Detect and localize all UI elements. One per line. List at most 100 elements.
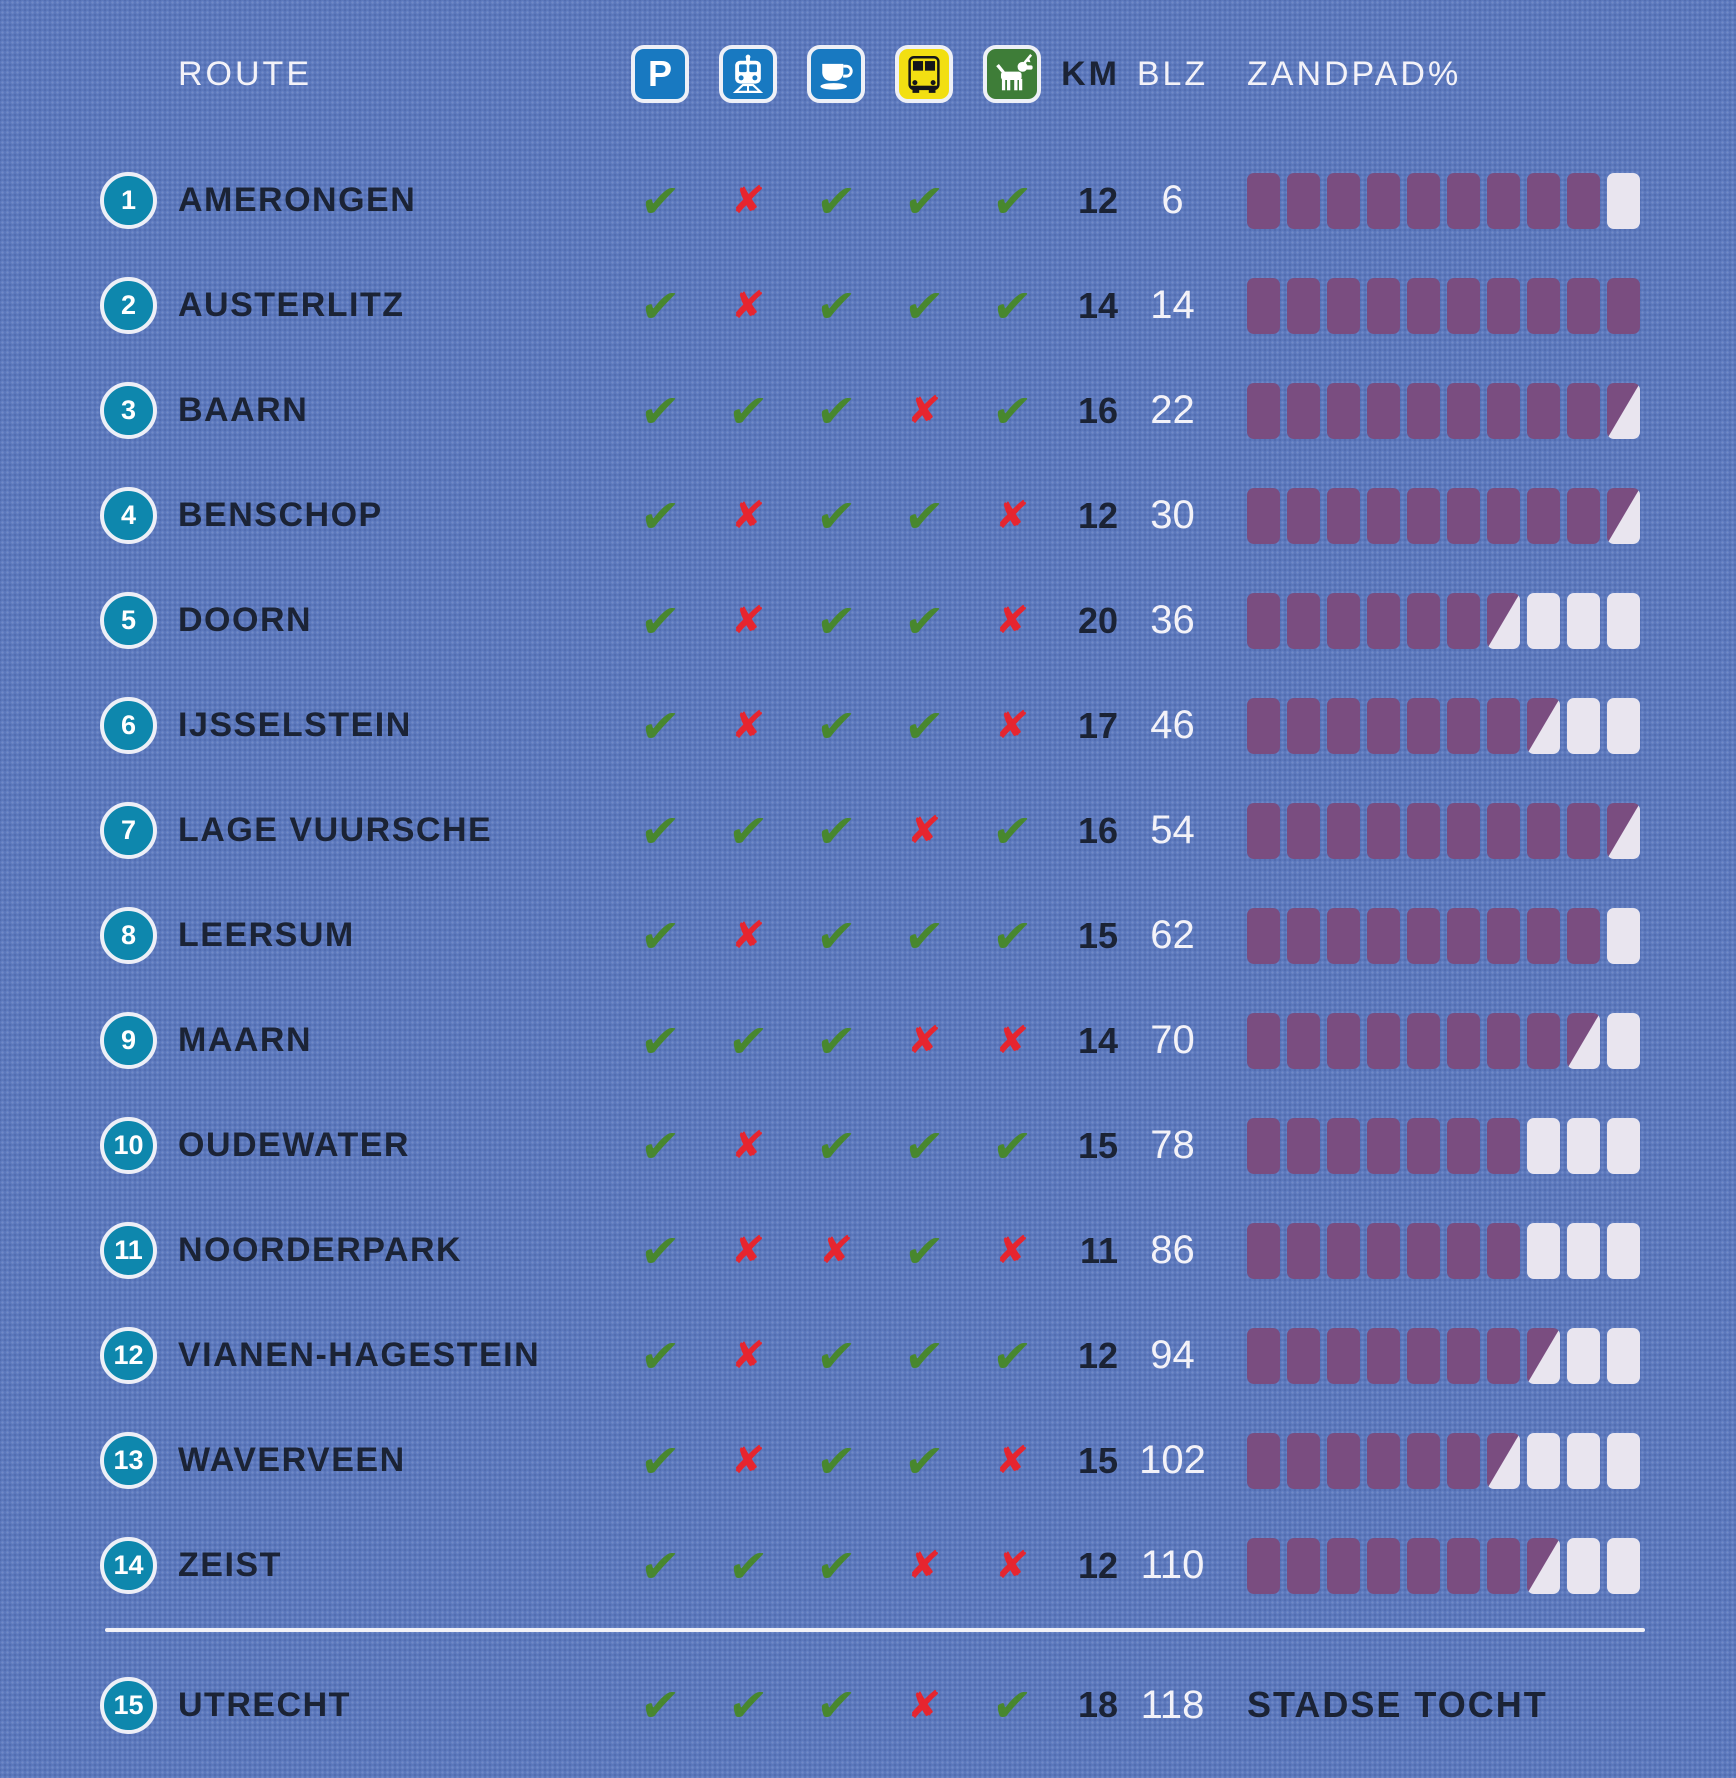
route-row: 3 BAARN ✔ ✔ ✔ ✘ ✔ 16 22 bbox=[100, 358, 1736, 463]
train-cross-icon: ✘ bbox=[729, 600, 767, 642]
route-blz-value: 102 bbox=[1139, 1438, 1206, 1482]
parking-check-icon: ✔ bbox=[637, 1539, 682, 1592]
route-number-badge: 6 bbox=[100, 697, 157, 754]
zandpad-cell bbox=[1215, 172, 1736, 229]
route-row: 8 LEERSUM ✔ ✘ ✔ ✔ ✔ 15 62 bbox=[100, 883, 1736, 988]
route-number-cell: 2 bbox=[100, 277, 157, 334]
zandpad-block-full bbox=[1487, 1327, 1520, 1384]
zandpad-block-empty bbox=[1567, 1432, 1600, 1489]
zandpad-block-empty bbox=[1607, 592, 1640, 649]
zandpad-block-full bbox=[1247, 277, 1280, 334]
zandpad-cell bbox=[1215, 697, 1736, 754]
zandpad-block-full bbox=[1287, 802, 1320, 859]
parking-check-icon: ✔ bbox=[637, 594, 682, 647]
route-number-badge: 10 bbox=[100, 1117, 157, 1174]
route-blz-value: 62 bbox=[1150, 913, 1195, 957]
route-km-value: 12 bbox=[1077, 1544, 1118, 1586]
route-name: MAARN bbox=[178, 1021, 313, 1059]
bus-icon bbox=[895, 45, 953, 103]
route-km-value: 12 bbox=[1077, 494, 1118, 536]
route-number-cell: 4 bbox=[100, 487, 157, 544]
zandpad-cell bbox=[1215, 1432, 1736, 1489]
route-blz-value: 22 bbox=[1150, 388, 1195, 432]
parking-check-icon: ✔ bbox=[637, 174, 682, 227]
dog-check-icon: ✔ bbox=[989, 279, 1034, 332]
route-number-cell: 7 bbox=[100, 802, 157, 859]
bus-cross-icon: ✘ bbox=[905, 390, 943, 432]
zandpad-block-full bbox=[1487, 1537, 1520, 1594]
zandpad-block-half bbox=[1607, 802, 1640, 859]
zandpad-bar bbox=[1247, 382, 1736, 439]
zandpad-cell bbox=[1215, 382, 1736, 439]
zandpad-block-half bbox=[1527, 697, 1560, 754]
route-km-value: 17 bbox=[1077, 704, 1118, 746]
zandpad-block-full bbox=[1247, 592, 1280, 649]
parking-check-icon: ✔ bbox=[637, 1119, 682, 1172]
dog-cross-icon: ✘ bbox=[993, 1020, 1031, 1062]
bus-check-icon: ✔ bbox=[901, 489, 946, 542]
zandpad-bar bbox=[1247, 487, 1736, 544]
route-number-cell: 6 bbox=[100, 697, 157, 754]
route-name: LAGE VUURSCHE bbox=[178, 811, 493, 849]
dog-cross-icon: ✘ bbox=[993, 495, 1031, 537]
zandpad-bar bbox=[1247, 277, 1736, 334]
coffee-cross-icon: ✘ bbox=[817, 1230, 855, 1272]
coffee-check-icon: ✔ bbox=[813, 1119, 858, 1172]
route-row: 11 NOORDERPARK ✔ ✘ ✘ ✔ ✘ 11 86 bbox=[100, 1198, 1736, 1303]
zandpad-block-full bbox=[1447, 907, 1480, 964]
route-km-value: 14 bbox=[1077, 1019, 1118, 1061]
zandpad-block-full bbox=[1367, 1012, 1400, 1069]
zandpad-block-full bbox=[1327, 592, 1360, 649]
zandpad-block-full bbox=[1247, 802, 1280, 859]
parking-check-icon: ✔ bbox=[637, 1329, 682, 1382]
coffee-check-icon: ✔ bbox=[813, 1014, 858, 1067]
train-icon bbox=[719, 45, 777, 103]
zandpad-block-half bbox=[1567, 1012, 1600, 1069]
zandpad-block-full bbox=[1247, 697, 1280, 754]
train-cross-icon: ✘ bbox=[729, 180, 767, 222]
bus-check-icon: ✔ bbox=[901, 1224, 946, 1277]
zandpad-block-full bbox=[1287, 907, 1320, 964]
parking-letter: P bbox=[647, 53, 672, 94]
zandpad-block-full bbox=[1247, 1012, 1280, 1069]
zandpad-cell bbox=[1215, 1327, 1736, 1384]
route-column-header: ROUTE bbox=[178, 54, 312, 93]
route-name: LEERSUM bbox=[178, 916, 355, 954]
zandpad-block-full bbox=[1487, 382, 1520, 439]
parking-check-icon: ✔ bbox=[637, 1014, 682, 1067]
zandpad-block-full bbox=[1487, 907, 1520, 964]
route-row: 7 LAGE VUURSCHE ✔ ✔ ✔ ✘ ✔ 16 54 bbox=[100, 778, 1736, 883]
coffee-icon bbox=[807, 45, 865, 103]
zandpad-block-full bbox=[1527, 382, 1560, 439]
parking-check-icon: ✔ bbox=[637, 1224, 682, 1277]
zandpad-block-full bbox=[1287, 382, 1320, 439]
zandpad-block-full bbox=[1527, 1012, 1560, 1069]
zandpad-block-full bbox=[1287, 1117, 1320, 1174]
coffee-check-icon: ✔ bbox=[813, 1329, 858, 1382]
route-name: NOORDERPARK bbox=[178, 1231, 463, 1269]
route-name: DOORN bbox=[178, 601, 313, 639]
coffee-check-icon: ✔ bbox=[813, 1434, 858, 1487]
bus-cross-icon: ✘ bbox=[905, 1020, 943, 1062]
zandpad-block-full bbox=[1247, 1537, 1280, 1594]
zandpad-block-full bbox=[1407, 1117, 1440, 1174]
zandpad-block-empty bbox=[1607, 1117, 1640, 1174]
route-blz-value: 30 bbox=[1150, 493, 1195, 537]
zandpad-block-full bbox=[1487, 697, 1520, 754]
separator-line bbox=[105, 1628, 1645, 1632]
zandpad-cell bbox=[1215, 1537, 1736, 1594]
train-cross-icon: ✘ bbox=[729, 915, 767, 957]
train-column-header bbox=[704, 45, 792, 103]
route-number-cell: 8 bbox=[100, 907, 157, 964]
zandpad-block-empty bbox=[1567, 1117, 1600, 1174]
zandpad-block-full bbox=[1247, 487, 1280, 544]
zandpad-block-full bbox=[1447, 592, 1480, 649]
route-row: 6 IJSSELSTEIN ✔ ✘ ✔ ✔ ✘ 17 46 bbox=[100, 673, 1736, 778]
route-number-badge: 3 bbox=[100, 382, 157, 439]
zandpad-block-full bbox=[1567, 382, 1600, 439]
zandpad-block-full bbox=[1567, 487, 1600, 544]
zandpad-block-full bbox=[1407, 172, 1440, 229]
zandpad-block-full bbox=[1407, 907, 1440, 964]
zandpad-block-full bbox=[1447, 172, 1480, 229]
zandpad-block-empty bbox=[1527, 1222, 1560, 1279]
